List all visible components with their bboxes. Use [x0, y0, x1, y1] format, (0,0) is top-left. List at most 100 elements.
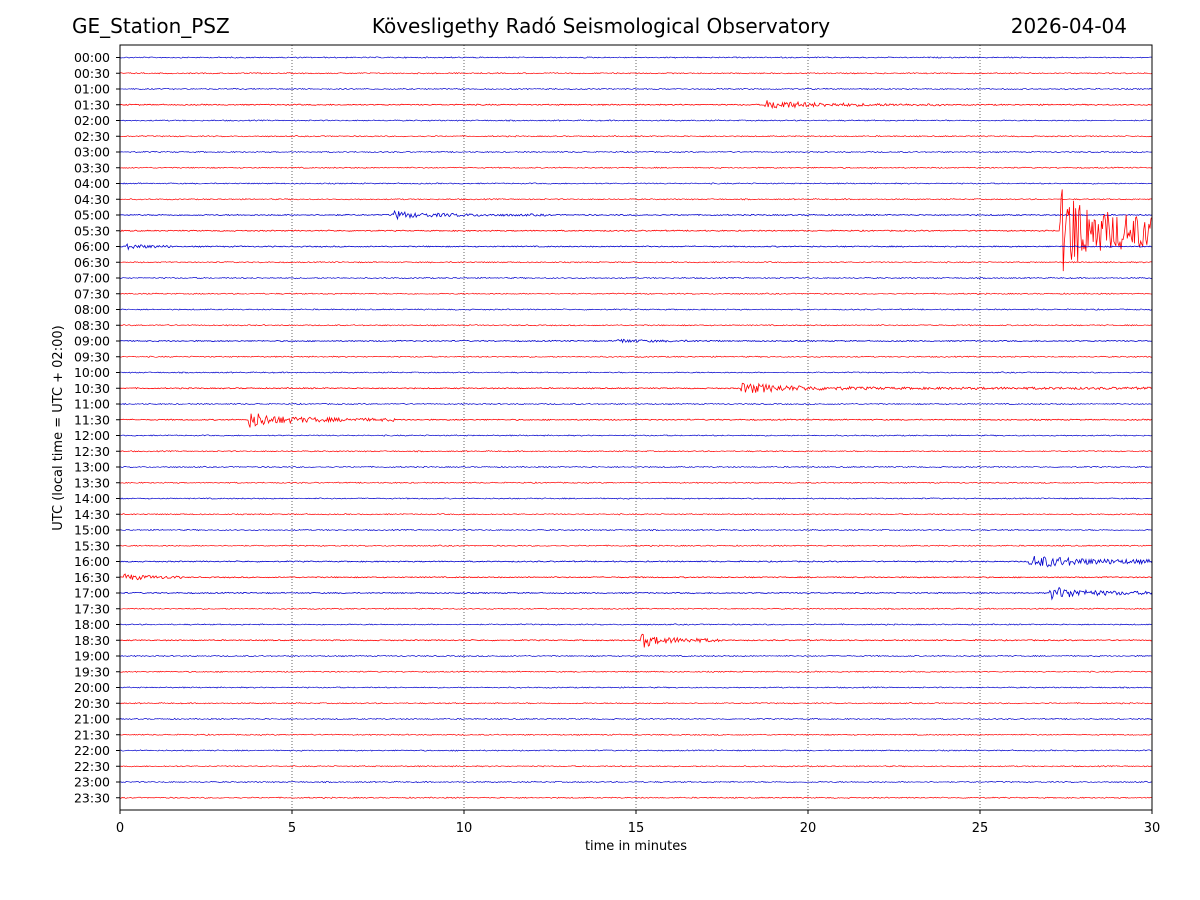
seismic-trace — [119, 544, 1153, 547]
seismic-trace — [119, 100, 1153, 110]
row-time-label: 22:00 — [74, 743, 110, 758]
seismic-trace — [119, 182, 1153, 185]
row-time-label: 13:30 — [74, 475, 110, 490]
seismic-trace — [119, 555, 1153, 568]
chart-title: Kövesligethy Radó Seismological Observat… — [371, 14, 831, 38]
row-time-label: 19:00 — [74, 649, 110, 664]
row-time-label: 08:30 — [74, 318, 110, 333]
row-time-label: 15:30 — [74, 538, 110, 553]
seismic-trace — [119, 513, 1153, 516]
x-tick-label: 0 — [116, 821, 124, 836]
row-time-label: 07:00 — [74, 271, 110, 286]
seismic-trace — [119, 528, 1153, 532]
seismic-trace — [119, 72, 1153, 75]
row-time-label: 08:00 — [74, 302, 110, 317]
station-code: GE_Station_PSZ — [72, 14, 230, 38]
row-time-label: 23:30 — [74, 790, 110, 805]
seismic-trace — [119, 135, 1153, 138]
x-tick-label: 20 — [800, 821, 817, 836]
row-time-label: 15:00 — [74, 523, 110, 538]
x-tick-label: 15 — [628, 821, 645, 836]
seismic-trace — [119, 261, 1153, 264]
seismic-trace — [119, 497, 1153, 500]
x-tick-label: 30 — [1144, 821, 1161, 836]
row-time-label: 18:00 — [74, 617, 110, 632]
seismic-trace — [119, 465, 1153, 469]
row-time-label: 04:30 — [74, 192, 110, 207]
row-time-label: 10:30 — [74, 381, 110, 396]
row-time-label: 01:00 — [74, 82, 110, 97]
seismic-trace — [119, 670, 1153, 673]
row-time-label: 12:30 — [74, 444, 110, 459]
seismic-trace — [119, 413, 1152, 428]
row-time-label: 07:30 — [74, 286, 110, 301]
seismic-trace — [119, 324, 1153, 327]
grid-layer — [291, 45, 981, 810]
seismic-trace — [119, 586, 1153, 601]
seismic-trace — [119, 633, 1153, 648]
row-time-label: 05:00 — [74, 208, 110, 223]
row-time-label: 09:00 — [74, 334, 110, 349]
row-time-label: 00:30 — [74, 66, 110, 81]
seismic-trace — [119, 702, 1153, 705]
trace-layer — [119, 56, 1153, 799]
row-time-label: 21:30 — [74, 727, 110, 742]
axis-layer: 0 5 10 15 20 25 30 00:0000:3001:0001:3002:0002:… — [74, 50, 1160, 836]
row-time-label: 23:00 — [74, 775, 110, 790]
row-time-label: 16:30 — [74, 570, 110, 585]
row-time-label: 20:00 — [74, 680, 110, 695]
seismic-trace — [119, 243, 1153, 251]
seismic-trace — [119, 765, 1153, 768]
row-time-label: 17:00 — [74, 586, 110, 601]
row-time-label: 00:00 — [74, 50, 110, 65]
seismic-trace — [119, 198, 1153, 201]
row-time-label: 03:30 — [74, 160, 110, 175]
seismic-trace — [119, 623, 1153, 626]
row-time-label: 04:00 — [74, 176, 110, 191]
row-time-label: 13:00 — [74, 460, 110, 475]
x-tick-label: 5 — [288, 821, 296, 836]
seismic-trace — [119, 686, 1153, 689]
row-time-label: 03:00 — [74, 145, 110, 160]
seismic-trace — [119, 796, 1153, 799]
seismic-trace — [119, 87, 1153, 91]
x-tick-label: 25 — [972, 821, 989, 836]
seismic-trace — [119, 382, 1153, 393]
seismic-trace — [119, 749, 1153, 752]
seismic-trace — [119, 276, 1153, 280]
row-time-label: 18:30 — [74, 633, 110, 648]
row-time-label: 11:00 — [74, 397, 110, 412]
seismic-trace — [119, 733, 1153, 736]
row-time-label: 06:00 — [74, 239, 110, 254]
row-time-label: 12:00 — [74, 428, 110, 443]
row-time-label: 02:00 — [74, 113, 110, 128]
seismic-trace — [119, 189, 1153, 272]
seismic-trace — [119, 308, 1153, 311]
seismic-trace — [119, 119, 1153, 122]
x-tick-label: 10 — [456, 821, 473, 836]
seismic-trace — [119, 481, 1153, 484]
row-time-label: 17:30 — [74, 601, 110, 616]
row-time-label: 14:00 — [74, 491, 110, 506]
seismic-trace — [119, 371, 1153, 374]
row-time-label: 19:30 — [74, 664, 110, 679]
seismic-trace — [119, 654, 1153, 658]
chart-date: 2026-04-04 — [1010, 14, 1127, 38]
row-time-label: 01:30 — [74, 97, 110, 112]
row-time-label: 22:30 — [74, 759, 110, 774]
row-time-label: 14:30 — [74, 507, 110, 522]
row-time-label: 06:30 — [74, 255, 110, 270]
seismic-trace — [119, 450, 1153, 453]
row-time-label: 02:30 — [74, 129, 110, 144]
row-time-label: 16:00 — [74, 554, 110, 569]
row-time-label: 11:30 — [74, 412, 110, 427]
seismic-trace — [119, 607, 1153, 610]
seismic-trace — [119, 150, 1153, 154]
seismic-trace — [119, 338, 1153, 344]
seismic-trace — [119, 166, 1153, 169]
row-time-label: 09:30 — [74, 349, 110, 364]
row-time-label: 21:00 — [74, 712, 110, 727]
seismic-trace — [119, 402, 1153, 406]
row-time-label: 05:30 — [74, 223, 110, 238]
